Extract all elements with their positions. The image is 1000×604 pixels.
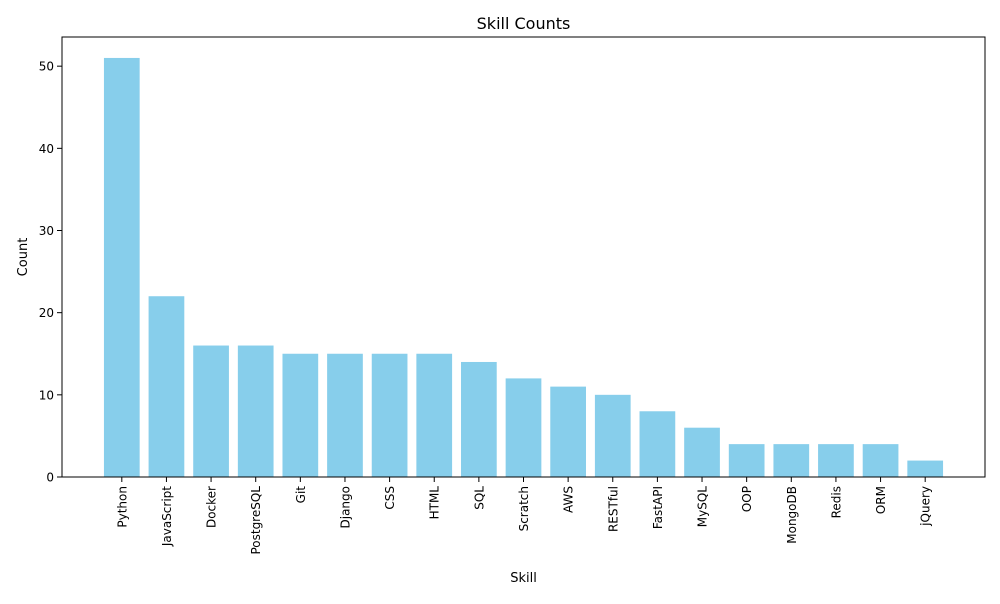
bar-mongodb [773,444,810,477]
x-tick-label-mysql: MySQL [696,486,710,528]
bar-fastapi [639,411,676,477]
x-tick-label-javascript: JavaScript [160,486,174,547]
bar-javascript [148,296,185,477]
y-tick-label: 50 [39,60,54,74]
x-tick-label-sql: SQL [472,486,486,510]
y-tick-label: 20 [39,306,54,320]
x-tick-label-restful: RESTful [606,486,620,532]
x-tick-label-fastapi: FastAPI [651,486,665,529]
bar-postgresql [237,345,274,477]
x-tick-label-jquery: jQuery [919,486,933,527]
y-tick-label: 30 [39,224,54,238]
bar-docker [193,345,229,477]
x-tick-label-docker: Docker [205,486,219,528]
x-tick-label-scratch: Scratch [517,486,531,531]
bar-css [371,353,408,477]
bar-python [103,57,140,477]
x-tick-label-orm: ORM [874,486,888,514]
y-tick-label: 10 [39,388,54,402]
x-tick-label-git: Git [294,486,308,504]
bar-sql [461,361,497,477]
x-tick-label-redis: Redis [829,486,843,518]
x-tick-label-python: Python [115,486,129,528]
bar-redis [818,444,854,477]
x-tick-label-django: Django [338,486,352,529]
bar-orm [862,444,899,477]
y-tick-label: 0 [46,471,54,485]
axes-layer: Python JavaScript Docker PostgreSQL Git Djang… [39,36,986,555]
x-tick-label-css: CSS [383,486,397,510]
x-tick-label-html: HTML [428,486,442,520]
x-tick-label-aws: AWS [562,486,576,513]
bar-jquery [907,460,944,477]
chart-title: Skill Counts [477,14,571,33]
bar-git [282,353,319,477]
x-tick-label-mongodb: MongoDB [785,486,799,544]
bar-restful [594,394,631,477]
bar-scratch [505,378,542,477]
bar-aws [550,386,586,477]
x-tick-label-oop: OOP [740,486,754,512]
y-axis-label: Count [16,238,31,277]
bar-html [416,353,453,477]
bar-oop [728,444,765,477]
x-axis-label: Skill [510,571,537,586]
plot-frame [61,36,986,478]
bars-layer [103,57,944,477]
bar-mysql [684,427,720,477]
y-tick-label: 40 [39,142,54,156]
x-tick-label-postgresql: PostgreSQL [249,486,263,555]
bar-django [327,353,363,477]
